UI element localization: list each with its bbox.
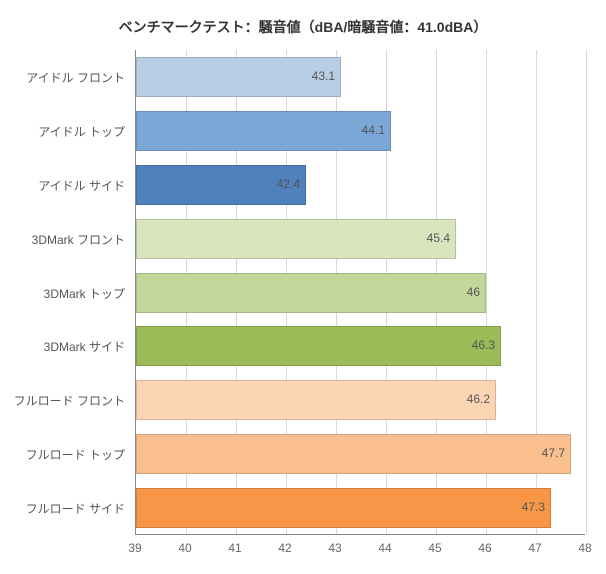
bar-value-label: 42.4 — [277, 177, 300, 191]
x-tick-label: 47 — [528, 541, 541, 555]
x-tick-label: 43 — [328, 541, 341, 555]
bar — [136, 488, 551, 528]
category-label: 3DMark フロント — [32, 231, 125, 248]
noise-benchmark-chart: ベンチマークテスト：騒音値（dBA/暗騒音値：41.0dBA） 43.1 44.1… — [0, 0, 606, 574]
category-label: 3DMark サイド — [44, 338, 125, 355]
chart-title: ベンチマークテスト：騒音値（dBA/暗騒音値：41.0dBA） — [0, 17, 606, 37]
category-label: フルロード トップ — [26, 446, 125, 463]
bar-value-label: 46.2 — [467, 392, 490, 406]
category-label: フルロード サイド — [26, 500, 125, 517]
plot-area: 43.1 44.1 42.4 45.4 46 46.3 46.2 47.7 47.3 — [135, 50, 585, 535]
bar-value-label: 47.3 — [522, 500, 545, 514]
x-tick-label: 45 — [428, 541, 441, 555]
bar — [136, 380, 496, 420]
bar — [136, 434, 571, 474]
category-label: アイドル トップ — [38, 123, 125, 140]
bar-value-label: 44.1 — [362, 123, 385, 137]
bar — [136, 111, 391, 151]
category-label: 3DMark トップ — [44, 285, 125, 302]
x-tick-label: 41 — [228, 541, 241, 555]
x-tick-label: 48 — [578, 541, 591, 555]
bar-value-label: 46.3 — [472, 338, 495, 352]
category-label: アイドル サイド — [38, 177, 125, 194]
bar — [136, 219, 456, 259]
gridline — [586, 50, 587, 534]
bar-value-label: 47.7 — [542, 446, 565, 460]
bar — [136, 57, 341, 97]
x-tick-label: 44 — [378, 541, 391, 555]
bar-value-label: 45.4 — [427, 231, 450, 245]
x-tick-label: 42 — [278, 541, 291, 555]
x-tick-label: 40 — [178, 541, 191, 555]
x-tick-label: 46 — [478, 541, 491, 555]
x-tick-label: 39 — [128, 541, 141, 555]
category-label: フルロード フロント — [14, 392, 125, 409]
bar — [136, 273, 486, 313]
bar — [136, 326, 501, 366]
bar-value-label: 46 — [467, 285, 480, 299]
category-label: アイドル フロント — [26, 69, 125, 86]
bar-value-label: 43.1 — [312, 69, 335, 83]
